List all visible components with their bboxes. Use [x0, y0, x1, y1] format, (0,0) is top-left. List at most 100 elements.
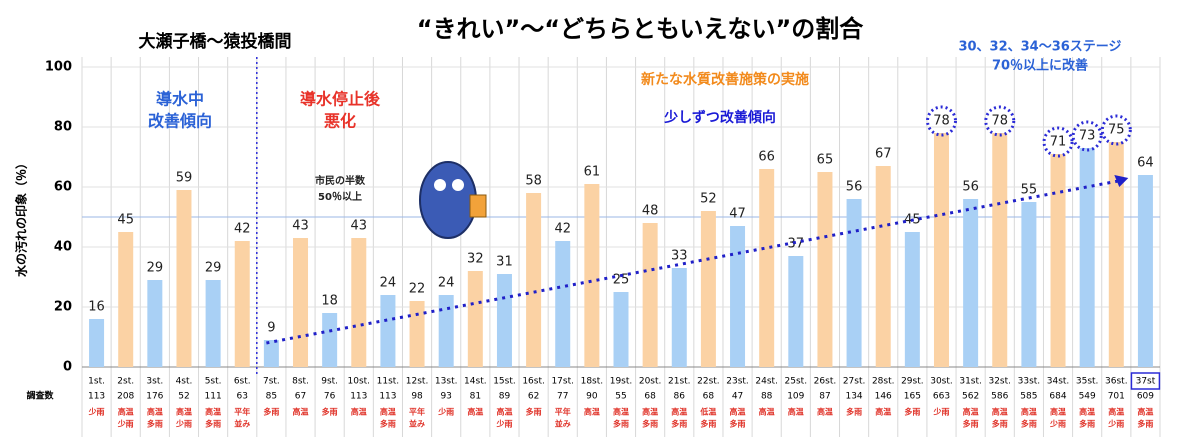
weather-label: 高温	[205, 407, 221, 417]
x-tick-label: 6st.	[234, 377, 251, 387]
weather-label: 少雨	[117, 419, 134, 429]
survey-count: 68	[644, 392, 656, 402]
x-tick-label: 1st.	[88, 377, 105, 387]
weather-label: 多雨	[147, 419, 163, 429]
annotation: 改善傾向	[148, 112, 212, 131]
bar	[555, 241, 571, 367]
bar	[438, 295, 454, 367]
bar	[496, 274, 512, 367]
x-tick-label: 22st.	[697, 377, 720, 387]
bar	[176, 190, 192, 367]
chart-subtitle: 大瀬子橋～猿投橋間	[139, 31, 292, 52]
x-tick-label: 30st.	[930, 377, 953, 387]
weather-label: 高温	[176, 407, 192, 417]
value-label: 33	[671, 249, 688, 264]
bar	[875, 166, 891, 367]
value-label: 43	[351, 219, 368, 234]
weather-label: 高温	[730, 407, 746, 417]
survey-count: 176	[146, 392, 163, 402]
survey-label: 調査数	[26, 390, 54, 402]
x-tick-label: 16st.	[522, 377, 545, 387]
survey-count: 208	[117, 392, 134, 402]
weather-label: 多雨	[1021, 419, 1037, 429]
chart-title: “きれい”～“どちらともいえない”の割合	[417, 15, 865, 43]
annotation: 市民の半数	[315, 174, 366, 187]
value-label: 59	[176, 171, 193, 186]
bar	[380, 295, 396, 367]
weather-label: 高温	[380, 407, 396, 417]
bar	[642, 223, 658, 367]
weather-label: 高温	[992, 407, 1008, 417]
bar	[584, 184, 600, 367]
x-tick-label: 27st.	[843, 377, 866, 387]
y-tick-label: 0	[63, 360, 72, 375]
survey-count: 47	[732, 392, 743, 402]
annotation: 導水停止後	[300, 90, 381, 109]
value-label: 58	[525, 174, 542, 189]
highlight-box	[1130, 372, 1161, 390]
survey-count: 113	[88, 392, 105, 402]
weather-label: 多雨	[700, 419, 716, 429]
survey-count: 62	[528, 392, 539, 402]
x-tick-label: 2st.	[117, 377, 134, 387]
x-tick-label: 28st.	[872, 377, 895, 387]
annotation: 30、32、34～36ステージ	[958, 40, 1121, 55]
x-tick-label: 26st.	[814, 377, 837, 387]
highlight-circle	[984, 105, 1016, 137]
x-tick-label: 21st.	[668, 377, 691, 387]
survey-count: 90	[586, 392, 598, 402]
weather-label: 高温	[1050, 407, 1066, 417]
annotation: 70％以上に改善	[992, 58, 1088, 74]
survey-count: 63	[237, 392, 248, 402]
bar	[846, 199, 862, 367]
survey-count: 67	[295, 392, 306, 402]
x-tick-label: 24st.	[755, 377, 778, 387]
x-tick-label: 25st.	[785, 377, 808, 387]
x-tick-label: 36st.	[1105, 377, 1128, 387]
value-label: 29	[147, 261, 164, 276]
survey-count: 134	[845, 392, 862, 402]
value-label: 48	[642, 204, 659, 219]
value-label: 55	[1021, 183, 1038, 198]
bar	[322, 313, 338, 367]
weather-label: 並み	[555, 419, 571, 429]
highlight-circle	[1100, 114, 1132, 146]
survey-count: 93	[440, 392, 451, 402]
x-tick-label: 33st.	[1018, 377, 1041, 387]
y-axis-label: 水の汚れの印象（％）	[14, 157, 29, 277]
weather-label: 多雨	[846, 407, 862, 417]
x-tick-label: 32st.	[988, 377, 1011, 387]
x-tick-label: 3st.	[146, 377, 163, 387]
trend-arrow	[266, 179, 1119, 345]
weather-label: 高温	[293, 407, 309, 417]
value-label: 75	[1108, 123, 1125, 138]
survey-count: 113	[379, 392, 396, 402]
annotation: 少しずつ改善傾向	[663, 109, 776, 126]
survey-count: 87	[819, 392, 830, 402]
value-label: 18	[321, 294, 338, 309]
y-tick-label: 100	[45, 60, 72, 75]
survey-count: 146	[875, 392, 892, 402]
survey-count: 88	[761, 392, 773, 402]
survey-count: 111	[205, 392, 222, 402]
value-label: 42	[554, 222, 571, 237]
weather-label: 高温	[584, 407, 600, 417]
weather-label: 多雨	[904, 407, 920, 417]
survey-count: 85	[266, 392, 277, 402]
survey-count: 81	[470, 392, 481, 402]
value-label: 24	[380, 276, 397, 291]
bar	[467, 271, 483, 367]
survey-count: 86	[674, 392, 686, 402]
bar	[992, 133, 1008, 367]
weather-label: 多雨	[671, 419, 687, 429]
weather-label: 少雨	[175, 419, 192, 429]
y-tick-label: 40	[54, 240, 72, 255]
value-label: 9	[267, 321, 275, 336]
y-tick-label: 60	[54, 180, 72, 195]
bar	[293, 238, 309, 367]
survey-count: 586	[991, 392, 1008, 402]
annotation: 悪化	[324, 112, 356, 131]
bar	[933, 133, 949, 367]
x-tick-label: 15st.	[493, 377, 516, 387]
weather-label: 少雨	[88, 407, 105, 417]
